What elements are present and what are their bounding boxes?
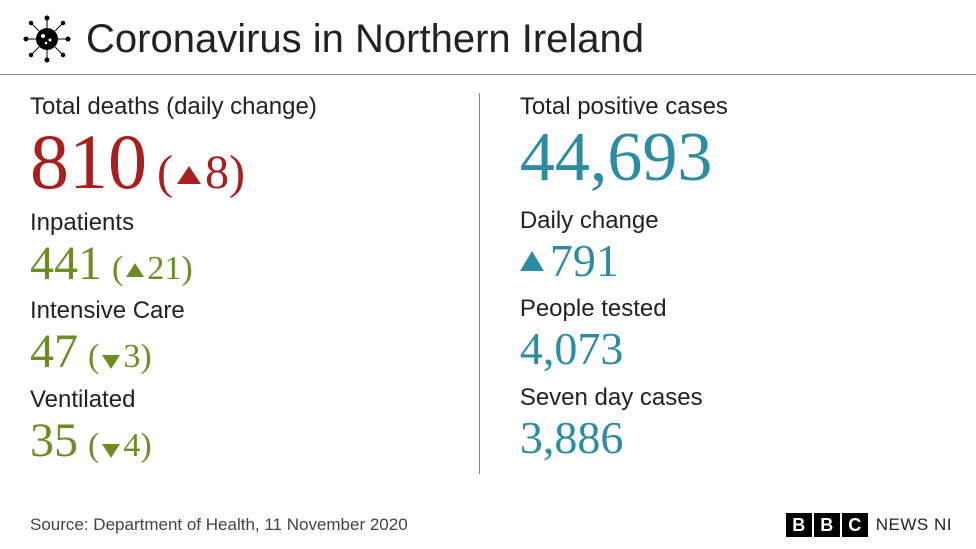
seven-day-label: Seven day cases xyxy=(520,384,946,412)
seven-day-value: 3,886 xyxy=(520,414,946,462)
left-column: Total deaths (daily change) 810 (8) Inpa… xyxy=(30,93,479,474)
right-column: Total positive cases 44,693 Daily change… xyxy=(479,93,946,474)
inpatients-row: 441 ( 21) xyxy=(30,239,449,289)
stats-body: Total deaths (daily change) 810 (8) Inpa… xyxy=(0,75,976,474)
page-title: Coronavirus in Northern Ireland xyxy=(86,17,644,62)
tested-value: 4,073 xyxy=(520,325,946,373)
source-text: Source: Department of Health, 11 Novembe… xyxy=(30,515,408,535)
ventilated-row: 35 ( 4) xyxy=(30,416,449,466)
deaths-value: 810 xyxy=(30,123,147,201)
arrow-up-icon xyxy=(177,166,201,184)
inpatients-label: Inpatients xyxy=(30,209,449,237)
tested-block: People tested 4,073 xyxy=(520,295,946,373)
inpatients-change: ( 21) xyxy=(112,250,193,288)
bbc-box-2: B xyxy=(814,513,840,537)
header: Coronavirus in Northern Ireland xyxy=(0,0,976,75)
coronavirus-icon xyxy=(22,14,72,64)
bbc-box-3: C xyxy=(842,513,868,537)
bbc-suffix: NEWS NI xyxy=(876,515,952,535)
tested-label: People tested xyxy=(520,295,946,323)
deaths-block: Total deaths (daily change) 810 (8) xyxy=(30,93,449,201)
daily-change-value: 791 xyxy=(550,235,619,286)
infographic-container: Coronavirus in Northern Ireland Total de… xyxy=(0,0,976,549)
footer: Source: Department of Health, 11 Novembe… xyxy=(30,513,952,537)
icu-label: Intensive Care xyxy=(30,297,449,325)
ventilated-label: Ventilated xyxy=(30,386,449,414)
daily-change-block: Daily change 791 xyxy=(520,207,946,285)
daily-change-label: Daily change xyxy=(520,207,946,235)
seven-day-block: Seven day cases 3,886 xyxy=(520,384,946,462)
deaths-label: Total deaths (daily change) xyxy=(30,93,449,121)
bbc-logo: B B C NEWS NI xyxy=(786,513,952,537)
ventilated-change: ( 4) xyxy=(88,427,152,465)
arrow-up-icon xyxy=(126,263,144,277)
arrow-up-icon xyxy=(520,251,544,271)
ventilated-block: Ventilated 35 ( 4) xyxy=(30,386,449,466)
ventilated-value: 35 xyxy=(30,416,78,466)
arrow-down-icon xyxy=(102,444,120,458)
positive-value: 44,693 xyxy=(520,123,946,193)
icu-value: 47 xyxy=(30,327,78,377)
inpatients-block: Inpatients 441 ( 21) xyxy=(30,209,449,289)
positive-label: Total positive cases xyxy=(520,93,946,121)
icu-row: 47 ( 3) xyxy=(30,327,449,377)
positive-block: Total positive cases 44,693 xyxy=(520,93,946,193)
daily-change-row: 791 xyxy=(520,237,946,285)
bbc-box-1: B xyxy=(786,513,812,537)
icu-block: Intensive Care 47 ( 3) xyxy=(30,297,449,377)
deaths-change: (8) xyxy=(157,145,245,200)
icu-change: ( 3) xyxy=(88,338,152,376)
arrow-down-icon xyxy=(102,355,120,369)
deaths-row: 810 (8) xyxy=(30,123,449,201)
inpatients-value: 441 xyxy=(30,239,102,289)
